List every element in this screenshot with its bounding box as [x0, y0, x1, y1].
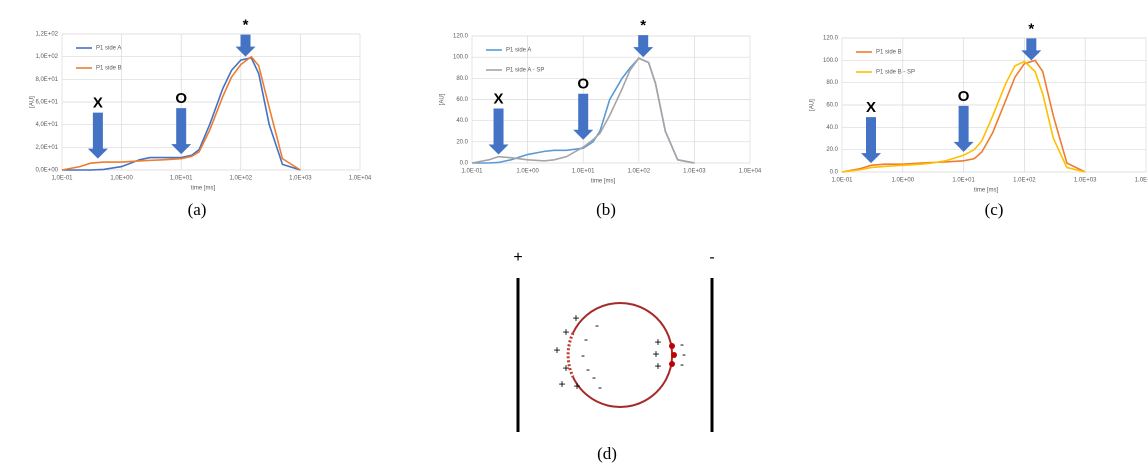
x-tick-label: 1.0E+03 [683, 169, 706, 175]
legend-label: P1 side B [96, 66, 122, 72]
plate-sign: + [513, 249, 522, 266]
charge: + [573, 379, 580, 393]
x-tick-label: 1,0E+03 [289, 176, 312, 182]
x-tick-label: 1.0E+01 [952, 178, 975, 184]
charge: + [562, 325, 569, 339]
caption: (a) [188, 200, 207, 219]
y-tick-label: 80.0 [826, 80, 838, 86]
annotation: X [866, 99, 876, 116]
y-tick-label: 8,0E+01 [35, 77, 58, 83]
pore [671, 352, 677, 358]
y-axis-label: [AU] [30, 96, 36, 108]
charge: + [654, 359, 661, 373]
charge: - [595, 318, 599, 332]
charge: - [586, 362, 590, 376]
x-tick-label: 1.0E+03 [1074, 178, 1097, 184]
legend-label: P1 side A - SP [506, 68, 544, 74]
charge: + [562, 361, 569, 375]
x-tick-label: 1.0E-01 [831, 178, 853, 184]
charge: + [558, 377, 565, 391]
caption: (b) [596, 200, 616, 219]
x-tick-label: 1.0E+02 [628, 169, 651, 175]
y-axis-label: [AU] [440, 93, 446, 105]
chart: 0,0E+00 2,0E+01 4,0E+01 6,0E+01 8,0E+01 1,0E+… [30, 17, 372, 192]
x-tick-label: 1,0E+01 [170, 176, 193, 182]
arrow [236, 35, 256, 57]
y-tick-label: 60.0 [826, 103, 838, 109]
arrow [861, 117, 881, 163]
x-tick-label: 1,0E+02 [230, 176, 253, 182]
charge: - [581, 348, 585, 362]
annotation: * [1028, 20, 1034, 37]
y-tick-label: 2,0E+01 [35, 145, 58, 151]
charge: + [553, 343, 560, 357]
chart: 0.0 20.0 40.0 60.0 80.0 100.0 120.0 1.0E-01 1.0E… [440, 17, 762, 184]
figure: (a) (b) (c) (d) + - 0,0E+00 2,0E+01 4,0E+0… [0, 0, 1148, 465]
x-tick-label: 1,0E+00 [110, 176, 133, 182]
annotation: O [175, 90, 187, 107]
x-tick-label: 1.0E+01 [572, 169, 595, 175]
y-tick-label: 120.0 [453, 34, 469, 40]
legend-label: P1 side B - SP [876, 70, 915, 76]
charge: - [592, 370, 596, 384]
y-tick-label: 40.0 [826, 125, 838, 131]
pore [669, 361, 675, 367]
legend-label: P1 side B [876, 50, 902, 56]
y-tick-label: 120.0 [823, 36, 839, 42]
charge: - [598, 380, 602, 394]
y-tick-label: 80.0 [456, 76, 468, 82]
legend-label: P1 side A [96, 46, 121, 52]
y-tick-label: 0.0 [460, 161, 469, 167]
x-axis-label: time [ms] [191, 186, 216, 192]
y-tick-label: 0,0E+00 [35, 168, 58, 174]
charge: + [572, 311, 579, 325]
charge: - [584, 332, 588, 346]
x-tick-label: 1,0E-01 [51, 176, 73, 182]
arrow [489, 109, 509, 155]
pore [669, 343, 675, 349]
y-tick-label: 0.0 [830, 170, 839, 176]
arrow [633, 35, 653, 57]
chart: 0.0 20.0 40.0 60.0 80.0 100.0 120.0 1.0E-01 1.0E… [810, 20, 1148, 193]
y-tick-label: 4,0E+01 [35, 122, 58, 128]
y-tick-label: 60.0 [456, 97, 468, 103]
x-tick-label: 1.0E+04 [1135, 178, 1148, 184]
annotation: O [958, 88, 970, 105]
arrow [954, 106, 974, 152]
annotation: O [577, 76, 589, 93]
x-axis-label: time [ms] [974, 188, 999, 194]
annotation: X [93, 95, 103, 112]
y-tick-label: 40.0 [456, 118, 468, 124]
x-axis-label: time [ms] [591, 179, 616, 185]
y-tick-label: 100.0 [453, 55, 469, 61]
legend-label: P1 side A [506, 48, 531, 54]
y-tick-label: 1,0E+02 [35, 54, 58, 60]
x-tick-label: 1.0E-01 [461, 169, 483, 175]
y-tick-label: 1,2E+02 [35, 32, 58, 38]
y-tick-label: 6,0E+01 [35, 100, 58, 106]
x-tick-label: 1.0E+02 [1013, 178, 1036, 184]
annotation: * [243, 17, 249, 34]
x-tick-label: 1.0E+00 [516, 169, 539, 175]
arrow [88, 113, 108, 159]
y-axis-label: [AU] [810, 99, 816, 111]
x-tick-label: 1.0E+00 [892, 178, 915, 184]
y-tick-label: 100.0 [823, 58, 839, 64]
annotation: * [640, 17, 646, 34]
caption: (d) [597, 444, 617, 463]
arrow [573, 94, 593, 140]
page: (a) (b) (c) (d) + - 0,0E+00 2,0E+01 4,0E+0… [0, 0, 1148, 465]
x-tick-label: 1.0E+04 [739, 169, 762, 175]
y-tick-label: 20.0 [456, 139, 468, 145]
plate-sign: - [709, 249, 714, 266]
x-tick-label: 1,0E+04 [349, 176, 372, 182]
annotation: X [494, 91, 504, 108]
charge: - [680, 357, 684, 371]
caption: (c) [985, 200, 1004, 219]
y-tick-label: 20.0 [826, 147, 838, 153]
